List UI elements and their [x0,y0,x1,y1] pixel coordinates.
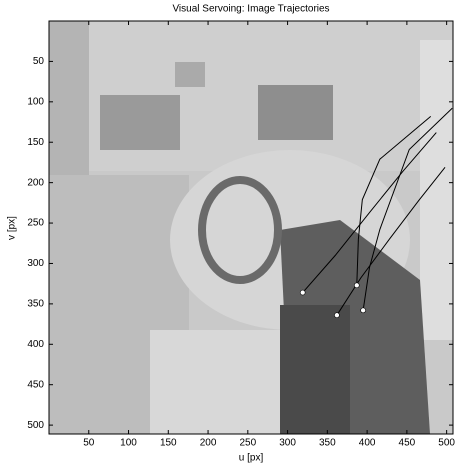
y-tick-label: 100 [27,96,44,107]
x-tick-label: 350 [319,438,336,449]
background-image [49,21,453,434]
start-point [353,282,360,289]
chart-title: Visual Servoing: Image Trajectories [172,4,329,15]
start-point [360,307,366,314]
x-tick-label: 200 [200,438,217,449]
x-tick-label: 450 [399,438,416,449]
axes-box [48,20,454,435]
y-tick-label: 400 [27,339,44,350]
y-tick-label: 250 [27,218,44,229]
y-axis-label: v [px] [7,216,18,240]
start-point [299,289,306,296]
x-tick-label: 400 [359,438,376,449]
y-tick-label: 300 [27,258,44,269]
x-tick-label: 50 [83,438,95,449]
x-tick-label: 300 [279,438,296,449]
x-tick-label: 150 [160,438,177,449]
trajectory [336,166,446,316]
trajectory [356,115,432,286]
y-tick-label: 350 [27,299,44,310]
x-tick-label: 500 [438,438,455,449]
y-tick-label: 150 [27,137,44,148]
x-axis-label: u [px] [239,453,264,464]
y-tick-label: 50 [33,56,45,67]
start-point [334,312,340,318]
y-tick-label: 200 [27,177,44,188]
y-tick-label: 500 [27,420,44,431]
x-tick-label: 250 [239,438,256,449]
x-tick-label: 100 [120,438,137,449]
y-tick-label: 450 [27,379,44,390]
trajectory [302,132,437,293]
trajectory [362,107,453,311]
